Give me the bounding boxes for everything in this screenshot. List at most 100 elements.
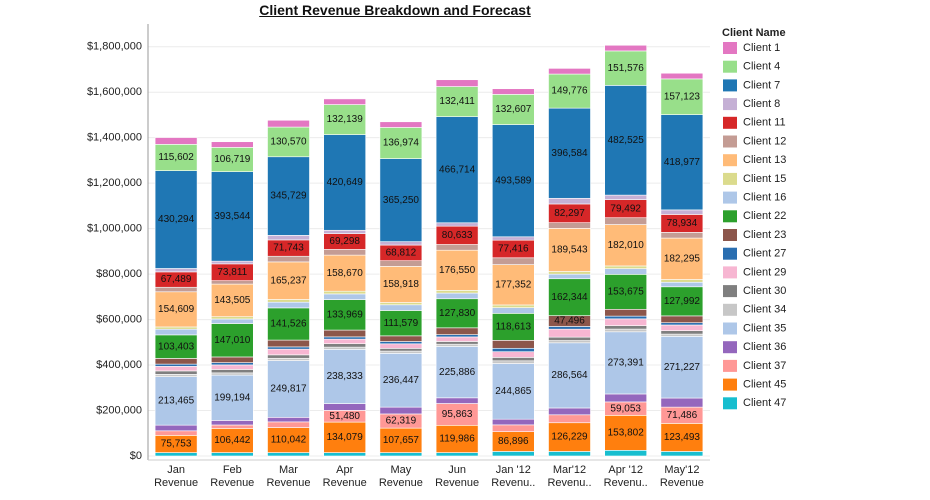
data-label: 393,544	[214, 211, 251, 222]
bar-segment	[604, 44, 648, 52]
data-label: 345,729	[270, 191, 307, 202]
bar-segment	[379, 304, 423, 311]
bar-segment	[323, 452, 367, 457]
bar-segment	[435, 327, 479, 335]
bar-segment	[267, 421, 310, 428]
data-label: 271,227	[664, 362, 701, 373]
data-label: 111,579	[384, 318, 419, 329]
data-label: 103,403	[158, 341, 195, 352]
bar-segment	[211, 372, 254, 376]
bar-segment	[154, 376, 198, 426]
bar-segment	[211, 452, 254, 457]
data-label: 106,719	[214, 154, 251, 165]
data-label: 143,505	[214, 295, 251, 306]
legend-swatch	[723, 135, 737, 148]
data-label: 213,465	[158, 396, 195, 407]
data-label: 244,865	[495, 386, 532, 397]
bar-segment	[267, 156, 310, 236]
data-label: 115,602	[158, 152, 194, 163]
bar-segment	[323, 403, 367, 411]
bar-segment	[323, 299, 367, 331]
bar-segment	[154, 374, 198, 377]
bar-segment	[548, 451, 591, 457]
bar-segment	[211, 283, 254, 318]
legend-label: Client 15	[743, 173, 786, 185]
data-label: 130,570	[270, 137, 307, 148]
bar-segment	[154, 370, 198, 375]
bar-segment	[604, 318, 648, 326]
legend-swatch	[723, 247, 737, 260]
data-label: 51,480	[329, 411, 360, 422]
data-label: 80,633	[442, 230, 473, 241]
bar-segment	[604, 268, 648, 275]
legend-swatch	[723, 42, 737, 54]
y-tick-label: $1,200,000	[87, 177, 142, 189]
bar-segment	[548, 222, 591, 229]
data-label: 141,526	[270, 319, 307, 330]
data-label: 47,496	[554, 316, 585, 327]
data-label: 273,391	[608, 358, 645, 369]
bar-segment	[154, 326, 198, 330]
legend-swatch	[723, 397, 737, 410]
bar-segment	[491, 124, 535, 238]
bar-segment	[323, 229, 367, 234]
bar-segment	[435, 452, 479, 457]
bar-segment	[267, 360, 310, 418]
bar-segment	[491, 304, 535, 308]
x-tick-label: Feb Revenue	[210, 464, 255, 489]
bar-segment	[548, 107, 591, 199]
bar-segment	[435, 79, 479, 87]
legend-swatch	[723, 191, 737, 204]
bar-segment	[154, 430, 198, 436]
data-label: 177,352	[495, 279, 532, 290]
bar-segment	[548, 73, 591, 109]
legend-swatch	[723, 116, 737, 129]
bar-segment	[211, 428, 254, 453]
bar-segment	[323, 329, 367, 338]
bar-segment	[379, 350, 423, 354]
data-label: 133,969	[327, 309, 364, 320]
bar-segment	[604, 328, 648, 333]
bar-segment	[379, 348, 423, 352]
bar-segment	[323, 98, 367, 105]
bar-segment	[267, 299, 310, 303]
legend-label: Client 23	[743, 229, 786, 241]
data-label: 365,250	[383, 195, 420, 206]
bar-segment	[435, 343, 479, 347]
bar-segment	[211, 318, 254, 324]
bar-segment	[267, 339, 310, 348]
bar-segment	[491, 88, 535, 95]
data-label: 67,489	[161, 274, 192, 285]
data-label: 165,237	[270, 275, 307, 286]
bar-segment	[323, 104, 367, 135]
bar-segment	[267, 126, 310, 158]
bar-segment	[435, 425, 479, 453]
bar-segment	[323, 293, 367, 300]
legend-swatch	[723, 266, 737, 279]
data-label: 79,492	[610, 203, 641, 214]
legend-swatch	[723, 359, 737, 372]
bar-segment	[548, 68, 591, 75]
data-label: 119,986	[439, 434, 475, 445]
bar-segment	[435, 116, 479, 224]
bar-segment	[604, 315, 648, 320]
data-label: 132,607	[495, 104, 532, 115]
data-label: 106,442	[214, 435, 251, 446]
x-tick-label: May Revenue	[378, 464, 423, 489]
data-label: 430,294	[158, 214, 195, 225]
data-label: 236,447	[383, 375, 420, 386]
bar-segment	[548, 342, 591, 409]
bar-segment	[604, 265, 648, 269]
bar-segment	[604, 308, 648, 317]
data-label: 127,992	[664, 296, 701, 307]
data-label: 176,550	[439, 265, 476, 276]
bar-segment	[491, 236, 535, 241]
bar-segment	[491, 418, 535, 426]
bar-segment	[267, 346, 310, 350]
bar-segment	[660, 72, 704, 80]
bar-segment	[379, 158, 423, 242]
bar-segment	[267, 255, 310, 263]
bar-segment	[154, 137, 198, 145]
bar-segment	[435, 292, 479, 300]
data-label: 136,974	[383, 138, 420, 149]
